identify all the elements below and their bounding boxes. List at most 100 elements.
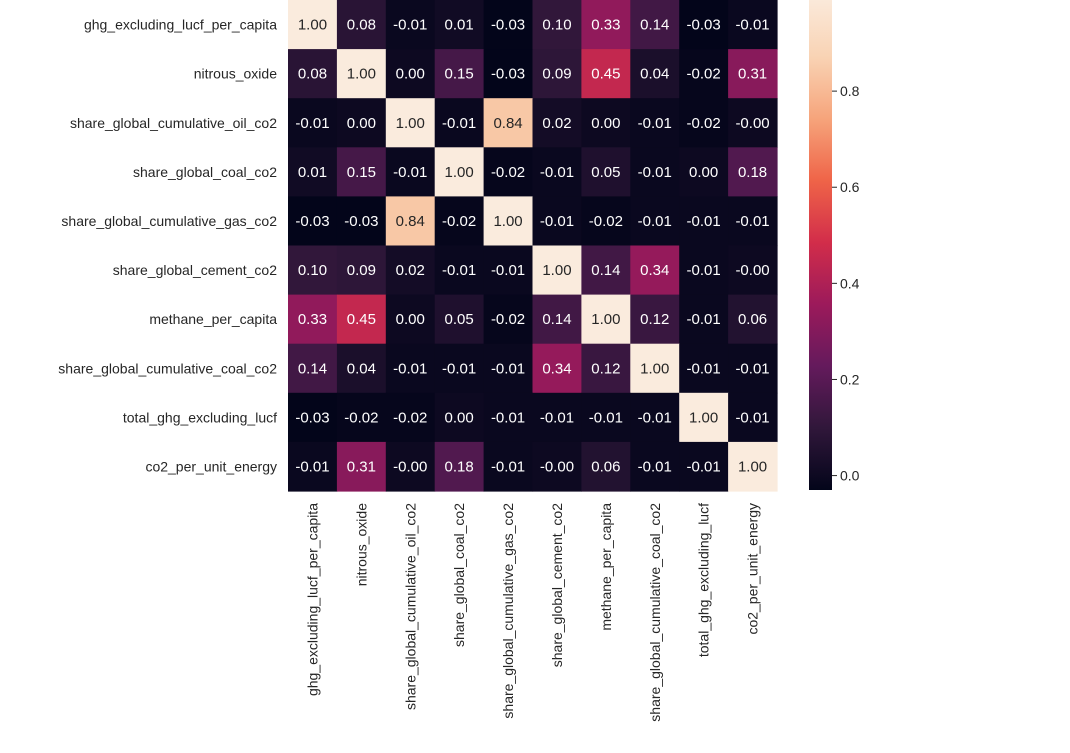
heatmap-cell	[630, 245, 680, 296]
cell-value-label: 0.00	[445, 409, 474, 426]
heatmap-cell	[483, 294, 534, 345]
heatmap-cell	[679, 98, 729, 148]
heatmap-cell	[483, 196, 534, 247]
heatmap-cell	[385, 49, 436, 99]
cell-value-label: -0.03	[687, 17, 721, 34]
heatmap-cell	[728, 147, 778, 197]
cell-value-label: -0.02	[491, 164, 525, 181]
heatmap-cell	[434, 49, 485, 99]
heatmap-cell	[288, 98, 338, 148]
heatmap-cell	[434, 196, 485, 247]
cell-value-label: 0.15	[347, 164, 376, 181]
cell-value-label: 1.00	[396, 115, 425, 132]
heatmap-cell	[336, 98, 387, 148]
colorbar-tick-label: 0.4	[840, 275, 860, 291]
cell-value-label: -0.01	[735, 360, 769, 377]
cell-value-label: -0.01	[442, 360, 476, 377]
x-tick-label: nitrous_oxide	[353, 503, 369, 586]
cell-value-label: -0.01	[735, 17, 769, 34]
x-tick-label: total_ghg_excluding_lucf	[696, 503, 712, 657]
cell-value-label: 0.00	[396, 66, 425, 83]
heatmap-cell	[434, 441, 485, 492]
heatmap-cell	[336, 392, 387, 443]
cell-value-label: 1.00	[640, 360, 669, 377]
y-tick-label: share_global_cumulative_oil_co2	[70, 115, 277, 131]
heatmap-cell	[630, 147, 680, 197]
heatmap-cell	[434, 0, 485, 50]
cell-value-label: 0.34	[542, 360, 571, 377]
cell-value-label: 0.10	[542, 17, 571, 34]
cell-value-label: 0.84	[493, 115, 522, 132]
heatmap-cell	[728, 0, 778, 50]
cell-value-label: -0.01	[735, 409, 769, 426]
y-tick-label: total_ghg_excluding_lucf	[123, 409, 277, 425]
cell-value-label: -0.01	[393, 17, 427, 34]
cell-value-label: -0.00	[393, 458, 427, 475]
cell-value-label: -0.01	[687, 458, 721, 475]
heatmap-cell	[728, 441, 778, 492]
heatmap-cell	[532, 343, 582, 394]
heatmap-cell	[385, 245, 436, 296]
heatmap-cell	[630, 441, 680, 492]
x-tick-label: share_global_cumulative_oil_co2	[402, 503, 418, 710]
cell-value-label: -0.01	[491, 409, 525, 426]
cell-value-label: 0.06	[591, 458, 620, 475]
cell-value-label: -0.03	[295, 409, 329, 426]
cell-value-label: -0.01	[687, 311, 721, 328]
cell-value-label: -0.01	[295, 458, 329, 475]
heatmap-cell	[288, 0, 338, 50]
heatmap-cell	[532, 98, 582, 148]
cell-value-label: 0.02	[396, 262, 425, 279]
heatmap-cell	[288, 343, 338, 394]
heatmap-cell	[581, 441, 631, 492]
cell-value-label: -0.01	[295, 115, 329, 132]
cell-value-label: 0.12	[591, 360, 620, 377]
y-tick-label: share_global_cumulative_gas_co2	[61, 213, 277, 229]
cell-value-label: 0.33	[298, 311, 327, 328]
heatmap-cell	[434, 147, 485, 197]
cell-value-label: -0.03	[491, 66, 525, 83]
heatmap-cell	[630, 49, 680, 99]
cell-value-label: 0.31	[347, 458, 376, 475]
heatmap-cell	[336, 147, 387, 197]
heatmap-cell	[385, 196, 436, 247]
cell-value-label: 0.31	[738, 66, 767, 83]
heatmap-cell	[581, 294, 631, 345]
cell-value-label: 0.33	[591, 17, 620, 34]
heatmap-cell	[336, 245, 387, 296]
cell-value-label: 0.00	[689, 164, 718, 181]
heatmap-cell	[385, 294, 436, 345]
cell-value-label: -0.03	[344, 213, 378, 230]
cell-value-label: -0.01	[687, 262, 721, 279]
heatmap-cell	[483, 245, 534, 296]
heatmap-cell	[630, 392, 680, 443]
heatmap-cell	[434, 392, 485, 443]
heatmap-cell	[532, 441, 582, 492]
cell-value-label: -0.00	[735, 262, 769, 279]
heatmap-cell	[728, 343, 778, 394]
x-tick-label: share_global_cumulative_coal_co2	[647, 503, 663, 722]
heatmap-cell	[532, 245, 582, 296]
cell-value-label: 0.18	[445, 458, 474, 475]
heatmap-cell	[385, 0, 436, 50]
heatmap-cell	[385, 98, 436, 148]
x-tick-label: co2_per_unit_energy	[745, 503, 761, 635]
cell-value-label: 0.01	[445, 17, 474, 34]
y-tick-label: co2_per_unit_energy	[145, 458, 277, 474]
heatmap-cell	[336, 49, 387, 99]
heatmap-cell	[581, 147, 631, 197]
heatmap-cell	[288, 49, 338, 99]
y-tick-label: ghg_excluding_lucf_per_capita	[84, 17, 277, 33]
cell-value-label: -0.01	[735, 213, 769, 230]
heatmap-cell	[336, 343, 387, 394]
cell-value-label: 1.00	[493, 213, 522, 230]
heatmap-cell	[532, 147, 582, 197]
y-tick-label: share_global_coal_co2	[133, 164, 277, 180]
heatmap-cell	[336, 294, 387, 345]
heatmap-cell	[581, 196, 631, 247]
heatmap-cell	[288, 392, 338, 443]
cell-value-label: 1.00	[738, 458, 767, 475]
heatmap-cell	[581, 0, 631, 50]
heatmap-cell	[336, 196, 387, 247]
cell-value-label: 1.00	[445, 164, 474, 181]
